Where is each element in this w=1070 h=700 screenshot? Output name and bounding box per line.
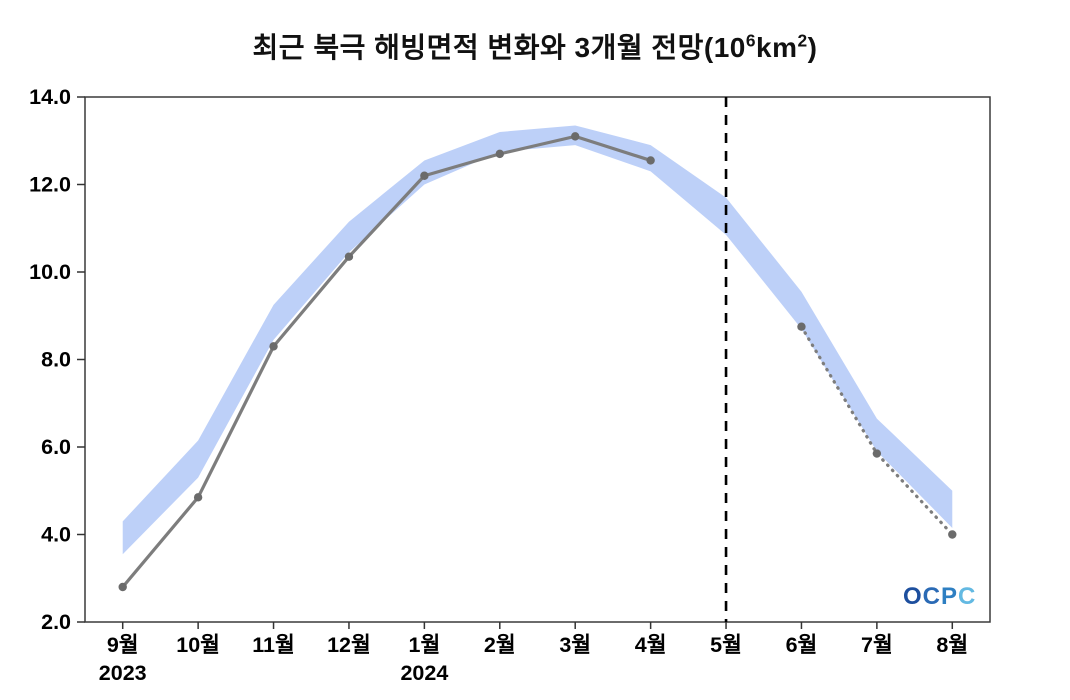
x-tick-label: 1월	[409, 633, 441, 657]
data-point-observed	[646, 156, 655, 165]
x-tick-label: 10월	[176, 633, 220, 657]
x-tick-label: 9월	[107, 633, 139, 657]
plot-frame	[84, 96, 991, 623]
data-point-forecast	[797, 322, 806, 331]
data-point-forecast	[948, 530, 957, 539]
x-tick-label: 2월	[484, 633, 516, 657]
data-point-observed	[118, 582, 127, 592]
data-point-observed	[193, 493, 203, 502]
data-point-observed	[269, 342, 278, 351]
y-tick-label: 6.0	[41, 435, 71, 459]
ocpc-logo-letter: P	[941, 583, 959, 610]
y-tick-label: 12.0	[29, 173, 71, 197]
y-tick-label: 10.0	[29, 260, 71, 284]
ocpc-logo: OCPC	[903, 583, 976, 611]
chart-title-text: 최근 북극 해빙면적 변화와 3개월 전망(10	[252, 32, 746, 63]
data-point-observed	[495, 149, 504, 159]
band-climatology-range	[122, 125, 953, 555]
x-tick-label: 12월	[327, 633, 371, 657]
ocpc-logo-letter: C	[958, 583, 977, 610]
chart-title-sup-squared: 2	[797, 30, 808, 51]
data-point-forecast	[872, 449, 882, 458]
x-tick-label: 7월	[861, 633, 893, 657]
chart-title-sup-exponent: 6	[745, 30, 757, 51]
x-tick-label: 6월	[786, 633, 818, 657]
y-tick-label: 4.0	[41, 523, 71, 547]
y-tick-label: 2.0	[41, 610, 71, 634]
x-tick-label: 8월	[936, 633, 968, 657]
ocpc-logo-letter: C	[922, 583, 942, 610]
x-year-label: 2024	[400, 661, 448, 685]
data-point-observed	[344, 252, 354, 261]
chart-title-unit: km	[756, 32, 798, 63]
chart-title: 최근 북극 해빙면적 변화와 3개월 전망(106km2)	[0, 26, 1070, 66]
y-tick-label: 14.0	[29, 85, 71, 109]
ocpc-logo-letter: O	[903, 583, 923, 610]
series-line-observed	[121, 134, 652, 589]
y-tick-label: 8.0	[41, 348, 71, 372]
data-point-observed	[571, 132, 580, 141]
chart-title-close: )	[807, 32, 818, 63]
x-tick-label: 3월	[559, 633, 591, 657]
x-year-label: 2023	[99, 661, 147, 685]
x-tick-label: 4월	[635, 633, 667, 657]
data-point-observed	[420, 171, 429, 180]
x-tick-label: 5월	[710, 633, 742, 657]
x-tick-label: 11월	[252, 633, 295, 657]
